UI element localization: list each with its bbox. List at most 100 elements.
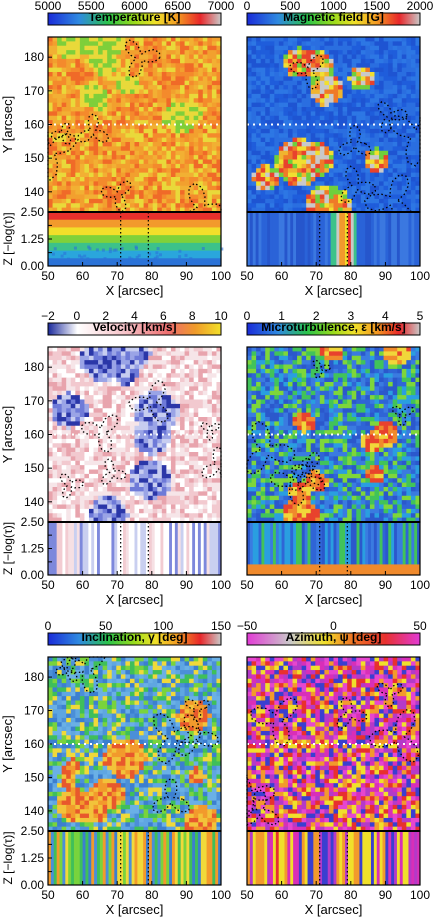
y-axis-tick: 160 bbox=[24, 428, 44, 442]
x-axis-tick: 90 bbox=[379, 578, 393, 592]
x-axis-label: X [arcsec] bbox=[106, 592, 164, 607]
x-axis-tick: 80 bbox=[145, 888, 159, 902]
colorbar-tick-label: 2000 bbox=[407, 0, 434, 13]
colorbar-tick-label: 150 bbox=[211, 619, 231, 633]
x-axis-tick: 80 bbox=[145, 578, 159, 592]
colorbar bbox=[246, 322, 421, 336]
colorbar-tick-label: 6500 bbox=[164, 0, 191, 13]
heatmap bbox=[48, 347, 222, 523]
panel-title: Temperature [K] bbox=[89, 10, 181, 24]
x-axis-tick: 90 bbox=[379, 269, 393, 283]
x-axis-label: X [arcsec] bbox=[106, 902, 164, 917]
y-axis-tick: 150 bbox=[24, 151, 44, 165]
colorbar-tick-label: 50 bbox=[413, 619, 427, 633]
x-axis-tick: 50 bbox=[240, 269, 254, 283]
panel-velocity: Velocity [km/s] −2 0 2 4 6 8 10 50 60 70 80 90 100 X [… bbox=[0, 309, 231, 607]
z-axis-tick: 2.50 bbox=[21, 824, 45, 838]
y-axis-label: Y [arcsec] bbox=[0, 96, 15, 154]
x-axis-tick: 100 bbox=[211, 578, 231, 592]
depth-profile bbox=[48, 212, 224, 267]
y-axis-tick: 170 bbox=[24, 704, 44, 718]
panel-title: Velocity [km/s] bbox=[92, 320, 176, 334]
y-axis-label: Y [arcsec] bbox=[0, 715, 15, 773]
colorbar-tick-label: 1500 bbox=[363, 0, 390, 13]
colorbar-tick-label: 7000 bbox=[208, 0, 235, 13]
panel-microturbulence: Microturbulence, ε [km/s] 0 1 2 3 4 5 50 60 70 80 9… bbox=[240, 309, 430, 607]
depth-profile bbox=[48, 831, 222, 885]
z-axis-tick: 0.00 bbox=[21, 259, 45, 273]
x-axis-tick: 70 bbox=[310, 578, 324, 592]
y-axis-tick: 170 bbox=[24, 84, 44, 98]
heatmap bbox=[246, 347, 421, 523]
z-axis-tick: 0.00 bbox=[21, 568, 45, 582]
colorbar-tick-label: −50 bbox=[237, 619, 258, 633]
x-axis-tick: 100 bbox=[211, 269, 231, 283]
y-axis-tick: 140 bbox=[24, 495, 44, 509]
colorbar-tick-label: 3 bbox=[347, 309, 354, 323]
z-axis-label: Z [−log(τ)] bbox=[1, 212, 15, 265]
depth-profile bbox=[247, 212, 421, 266]
panel-temperature: Temperature [K] 5000 5500 6000 6500 7000 50 60 7… bbox=[0, 0, 235, 298]
z-axis-tick: 1.25 bbox=[21, 851, 45, 865]
depth-profile bbox=[247, 831, 421, 885]
x-axis-tick: 60 bbox=[76, 578, 90, 592]
colorbar-tick-label: 1000 bbox=[320, 0, 347, 13]
z-axis-tick: 2.50 bbox=[21, 205, 45, 219]
x-axis-tick: 100 bbox=[410, 888, 430, 902]
panel-title: Microturbulence, ε [km/s] bbox=[261, 320, 405, 334]
x-axis-tick: 100 bbox=[410, 578, 430, 592]
panel-azimuth: Azimuth, ψ [deg] −50 0 50 50 60 70 80 90 100 X [ar… bbox=[237, 619, 431, 917]
x-axis-tick: 50 bbox=[240, 888, 254, 902]
z-axis-tick: 0.00 bbox=[21, 878, 45, 892]
x-axis-label: X [arcsec] bbox=[305, 902, 363, 917]
colorbar-tick-label: 5 bbox=[417, 309, 424, 323]
depth-profile bbox=[48, 522, 222, 575]
x-axis-tick: 100 bbox=[211, 888, 231, 902]
x-axis-tick: 50 bbox=[240, 578, 254, 592]
x-axis-tick: 60 bbox=[275, 888, 289, 902]
y-axis-tick: 170 bbox=[24, 394, 44, 408]
x-axis-tick: 80 bbox=[145, 269, 159, 283]
x-axis-label: X [arcsec] bbox=[305, 283, 363, 298]
colorbar-tick-label: 2 bbox=[102, 309, 109, 323]
x-axis-tick: 60 bbox=[275, 269, 289, 283]
heatmap bbox=[247, 37, 421, 213]
x-axis-tick: 70 bbox=[111, 269, 125, 283]
colorbar bbox=[246, 12, 421, 26]
x-axis-tick: 90 bbox=[180, 269, 194, 283]
z-axis-label: Z [−log(τ)] bbox=[1, 522, 15, 575]
x-axis-tick: 60 bbox=[275, 578, 289, 592]
x-axis-tick: 70 bbox=[111, 888, 125, 902]
x-axis-tick: 80 bbox=[344, 888, 358, 902]
colorbar bbox=[246, 632, 421, 646]
colorbar-tick-label: 0 bbox=[73, 309, 80, 323]
colorbar-tick-label: 500 bbox=[280, 0, 300, 13]
z-axis-tick: 1.25 bbox=[21, 542, 45, 556]
colorbar-tick-label: 8 bbox=[189, 309, 196, 323]
x-axis-tick: 90 bbox=[180, 888, 194, 902]
colorbar bbox=[47, 632, 222, 646]
colorbar bbox=[47, 12, 222, 26]
z-axis-label: Z [−log(τ)] bbox=[1, 831, 15, 884]
panel-title: Magnetic field [G] bbox=[283, 10, 384, 24]
colorbar-tick-label: 5000 bbox=[35, 0, 62, 13]
colorbar-tick-label: 6 bbox=[160, 309, 167, 323]
heatmap bbox=[47, 37, 222, 213]
x-axis-tick: 90 bbox=[180, 578, 194, 592]
panel-title: Inclination, γ [deg] bbox=[81, 630, 187, 644]
panel-inclination: Inclination, γ [deg] 0 50 100 150 50 60 70 80 90 1… bbox=[0, 619, 231, 917]
colorbar-tick-label: 4 bbox=[131, 309, 138, 323]
colorbar-tick-label: −2 bbox=[41, 309, 55, 323]
z-axis-tick: 2.50 bbox=[21, 515, 45, 529]
panel-magnetic-field: Magnetic field [G] 0 500 1000 1500 2000 50 60 70… bbox=[240, 0, 433, 298]
colorbar-tick-label: 6000 bbox=[121, 0, 148, 13]
colorbar-tick-label: 0 bbox=[244, 309, 251, 323]
x-axis-tick: 70 bbox=[310, 888, 324, 902]
x-axis-tick: 60 bbox=[76, 888, 90, 902]
y-axis-tick: 160 bbox=[24, 118, 44, 132]
z-axis-tick: 1.25 bbox=[21, 232, 45, 246]
panel-title: Azimuth, ψ [deg] bbox=[286, 630, 382, 644]
colorbar-tick-label: 100 bbox=[153, 619, 173, 633]
colorbar bbox=[47, 322, 222, 336]
